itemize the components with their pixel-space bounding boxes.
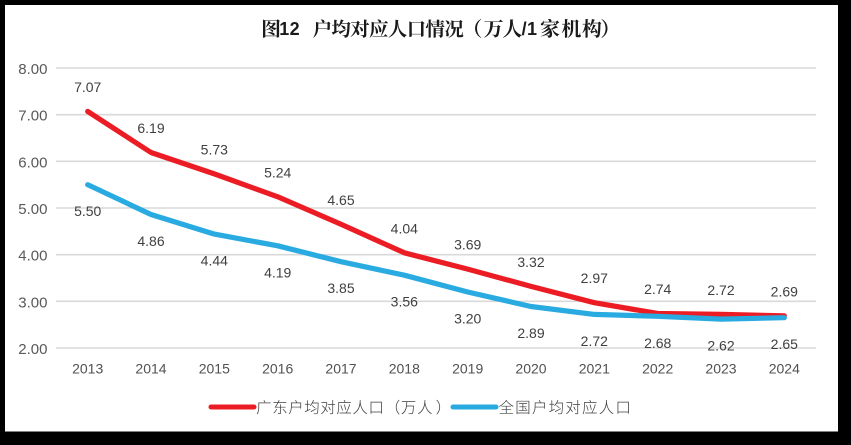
svg-text:2019: 2019 [452, 361, 483, 377]
svg-text:2.89: 2.89 [517, 325, 544, 341]
svg-text:7.07: 7.07 [74, 79, 101, 95]
svg-text:2023: 2023 [705, 361, 736, 377]
svg-text:2.97: 2.97 [581, 270, 608, 286]
svg-text:2.74: 2.74 [644, 281, 671, 297]
svg-text:2013: 2013 [72, 361, 103, 377]
svg-text:5.24: 5.24 [264, 164, 291, 180]
svg-text:3.85: 3.85 [327, 280, 354, 296]
svg-text:2017: 2017 [325, 361, 356, 377]
svg-text:4.19: 4.19 [264, 264, 291, 280]
svg-text:2020: 2020 [515, 361, 546, 377]
svg-text:5.50: 5.50 [74, 203, 101, 219]
svg-text:2015: 2015 [199, 361, 230, 377]
svg-text:2022: 2022 [642, 361, 673, 377]
svg-text:2021: 2021 [579, 361, 610, 377]
svg-text:4.65: 4.65 [327, 192, 354, 208]
svg-text:2.00: 2.00 [18, 341, 47, 358]
svg-text:2.69: 2.69 [771, 283, 798, 299]
svg-text:7.00: 7.00 [18, 108, 47, 125]
svg-text:2014: 2014 [135, 361, 166, 377]
svg-text:5.00: 5.00 [18, 201, 47, 218]
svg-text:3.69: 3.69 [454, 237, 481, 253]
svg-text:2024: 2024 [769, 361, 800, 377]
svg-text:6.00: 6.00 [18, 154, 47, 171]
svg-text:2016: 2016 [262, 361, 293, 377]
svg-text:12: 12 [279, 19, 300, 39]
svg-text:3.32: 3.32 [517, 254, 544, 270]
svg-text:3.00: 3.00 [18, 294, 47, 311]
svg-text:4.00: 4.00 [18, 248, 47, 265]
svg-text:2.68: 2.68 [644, 335, 671, 351]
svg-text:4.86: 4.86 [137, 233, 164, 249]
svg-text:4.04: 4.04 [391, 220, 418, 236]
svg-text:3.56: 3.56 [391, 294, 418, 310]
svg-text:2018: 2018 [389, 361, 420, 377]
svg-text:2.72: 2.72 [581, 333, 608, 349]
svg-text:/1: /1 [522, 19, 538, 39]
svg-text:2.65: 2.65 [771, 336, 798, 352]
svg-text:3.20: 3.20 [454, 311, 481, 327]
svg-text:6.19: 6.19 [137, 120, 164, 136]
svg-text:8.00: 8.00 [18, 61, 47, 78]
svg-text:4.44: 4.44 [201, 253, 228, 269]
svg-text:5.73: 5.73 [201, 141, 228, 157]
svg-text:2.72: 2.72 [707, 282, 734, 298]
svg-text:2.62: 2.62 [707, 338, 734, 354]
